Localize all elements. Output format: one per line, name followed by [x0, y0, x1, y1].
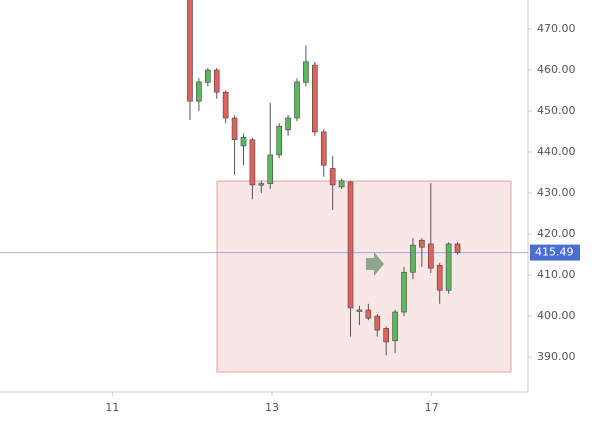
arrow-icon: [366, 252, 384, 276]
candle-body: [258, 183, 265, 186]
y-tick-label: 390.00: [537, 350, 576, 363]
y-tick-label: 430.00: [537, 186, 576, 199]
y-tick-label: 450.00: [537, 104, 576, 117]
candle-body: [329, 168, 336, 186]
candle-body: [374, 315, 381, 331]
candle-body: [196, 81, 202, 102]
candle-body: [410, 244, 416, 273]
candle-body: [267, 154, 274, 184]
candle-body: [401, 271, 407, 313]
last-price-label: 415.49: [535, 246, 574, 259]
y-tick-label: 470.00: [537, 22, 576, 35]
candle-body: [312, 64, 318, 133]
y-tick-label: 420.00: [537, 227, 576, 240]
candle-body: [222, 91, 229, 119]
candle-body: [383, 328, 389, 343]
candle-body: [231, 117, 238, 141]
range-box: [216, 180, 512, 373]
y-tick-label: 460.00: [537, 63, 576, 76]
candle-body: [187, 0, 193, 102]
last-price-tag: [530, 244, 580, 261]
candle-body: [436, 264, 443, 291]
y-tick-label: 400.00: [537, 309, 576, 322]
y-tick-label: 410.00: [537, 268, 576, 281]
candle-body: [365, 309, 372, 319]
y-tick-label: 440.00: [537, 145, 576, 158]
candle-body: [338, 180, 345, 188]
x-tick-label: 11: [105, 401, 119, 414]
candle-body: [419, 239, 425, 248]
candle-body: [294, 81, 300, 119]
candle-body: [356, 309, 363, 312]
candle-body: [240, 136, 247, 147]
candle-body: [276, 125, 282, 156]
candle-body: [454, 243, 461, 253]
candle-body: [445, 243, 452, 291]
candle-body: [320, 131, 327, 166]
candle-body: [213, 69, 220, 93]
candle-body: [347, 181, 354, 309]
candle-body: [427, 243, 434, 269]
x-tick-label: 13: [265, 401, 279, 414]
candle-body: [392, 311, 398, 342]
candle-body: [303, 61, 309, 83]
candle-body: [205, 69, 211, 83]
candle-body: [285, 117, 291, 131]
candle-body: [249, 139, 256, 186]
x-tick-label: 17: [425, 401, 439, 414]
